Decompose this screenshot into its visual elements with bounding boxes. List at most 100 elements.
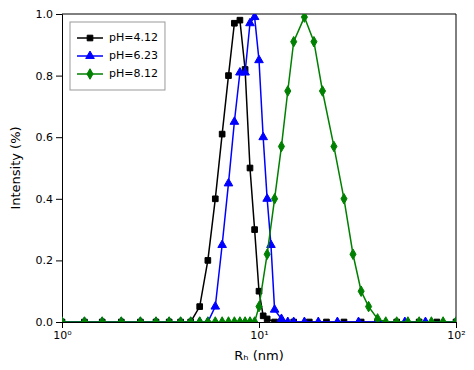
series-marker [226, 73, 232, 79]
series-marker [99, 317, 105, 322]
series-marker [259, 132, 268, 139]
series-marker [224, 178, 233, 185]
series-marker [354, 317, 363, 322]
series-marker [232, 20, 238, 26]
legend-items: pH=4.12 pH=6.23 pH=8.12 [77, 31, 158, 80]
data [62, 14, 456, 322]
series-marker [205, 317, 211, 322]
series [62, 17, 456, 322]
series-marker [118, 317, 124, 322]
series-marker [319, 86, 325, 97]
chart: 10⁰ 10¹ 10² 0.0 0.2 0.4 0.6 0.8 1.0 pH=4.12 pH=6.2… [0, 0, 474, 370]
series-marker [166, 317, 172, 322]
series-marker [247, 165, 253, 171]
plot: 10⁰ 10¹ 10² 0.0 0.2 0.4 0.6 0.8 1.0 pH=4.12 pH=6.2… [36, 8, 466, 342]
series-marker [428, 317, 434, 322]
series-marker [256, 301, 262, 312]
series-marker [264, 249, 270, 260]
series-marker [237, 17, 243, 23]
series-marker [285, 86, 291, 97]
series-marker [197, 317, 203, 322]
y-axis-tick-mark [56, 260, 62, 261]
series-marker [230, 117, 239, 124]
series-marker [300, 317, 309, 322]
series-marker [375, 314, 381, 322]
series-marker [252, 227, 258, 233]
series-marker [218, 240, 227, 247]
legend-marker [87, 35, 93, 41]
y-axis-line [56, 15, 63, 323]
x-axis-title: Rₕ (nm) [234, 348, 283, 363]
y-axis-tick: 0.2 [36, 254, 63, 267]
x-axis: 10⁰ 10¹ 10² [53, 322, 465, 342]
frame-right [456, 14, 457, 322]
series-marker [263, 194, 272, 201]
y-axis-tick-label: 1.0 [36, 8, 54, 21]
series-marker [314, 317, 323, 322]
x-axis-tick-mark [259, 322, 260, 328]
series-marker [197, 304, 203, 310]
y-axis-tick-label: 0.6 [36, 131, 54, 144]
series-marker [453, 317, 456, 322]
series-marker [311, 36, 317, 47]
series-marker [255, 55, 264, 62]
y-axis-tick: 1.0 [36, 8, 63, 21]
series-marker [225, 317, 231, 322]
y-axis-tick: 0.4 [36, 193, 63, 206]
series-marker [178, 317, 184, 322]
series [62, 14, 456, 322]
y-axis-title: Intensity (%) [8, 126, 23, 209]
series-marker [272, 194, 278, 205]
series-line [62, 17, 456, 322]
series-marker [188, 317, 194, 322]
series-marker [212, 317, 218, 322]
series-marker [350, 249, 356, 260]
frame-top [62, 14, 456, 15]
y-axis-tick-label: 0.8 [36, 70, 54, 83]
legend-item: pH=8.12 [77, 67, 158, 80]
series-line [62, 17, 456, 322]
series-marker [250, 14, 259, 20]
x-axis-tick-label: 10² [447, 329, 465, 342]
y-axis-tick-label: 0.0 [36, 316, 54, 329]
series-marker [331, 141, 337, 152]
y-axis-tick-label: 0.4 [36, 193, 54, 206]
y-axis-tick-label: 0.2 [36, 254, 54, 267]
series-marker [291, 36, 297, 47]
series-marker [219, 317, 225, 322]
series-marker [270, 305, 279, 312]
legend-marker [87, 69, 93, 80]
series-marker [81, 317, 87, 322]
series-marker [358, 286, 364, 297]
x-axis-tick-label: 10⁰ [53, 329, 72, 342]
x-axis-tick-mark [456, 322, 457, 328]
y-axis-tick-mark [56, 76, 62, 77]
y-axis-tick-mark [56, 199, 62, 200]
series-marker [252, 317, 258, 322]
series-marker [440, 317, 446, 322]
y-axis-tick: 0.0 [36, 316, 63, 329]
series-marker [277, 314, 286, 321]
legend-label: pH=4.12 [109, 31, 158, 44]
x-axis-tick: 10⁰ [53, 322, 72, 342]
series-marker [219, 131, 225, 137]
series-marker [383, 317, 389, 322]
series-marker [394, 317, 400, 322]
y-axis: 0.0 0.2 0.4 0.6 0.8 1.0 [36, 8, 63, 329]
x-axis-tick-label: 10¹ [250, 329, 268, 342]
y-axis-tick-mark [56, 322, 62, 323]
x-axis-line [63, 323, 457, 329]
series [62, 14, 456, 322]
series-marker [153, 317, 159, 322]
legend-item: pH=4.12 [77, 31, 158, 44]
series-marker [289, 317, 298, 322]
legend: pH=4.12 pH=6.23 pH=8.12 [70, 22, 165, 90]
y-axis-tick: 0.8 [36, 70, 63, 83]
series-marker [212, 196, 218, 202]
series-marker [278, 141, 284, 152]
y-axis-tick-mark [56, 137, 62, 138]
series-marker [405, 317, 411, 322]
x-axis-tick: 10² [447, 322, 465, 342]
series-marker [333, 317, 342, 322]
legend-label: pH=6.23 [109, 49, 158, 62]
